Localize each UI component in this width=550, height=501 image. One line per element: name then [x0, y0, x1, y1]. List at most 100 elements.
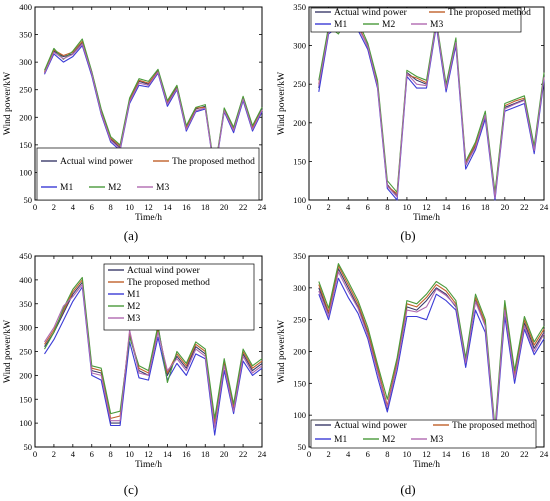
panel-label: (b) — [400, 228, 415, 243]
legend: Actual wind power The proposed method M1 M2… — [36, 147, 260, 201]
x-tick-label: 20 — [501, 202, 510, 212]
x-tick-label: 8 — [385, 449, 389, 459]
x-tick-label: 10 — [403, 202, 412, 212]
x-tick-label: 22 — [520, 449, 529, 459]
y-tick-label: 300 — [293, 41, 306, 51]
series-line-3 — [318, 15, 545, 193]
x-tick-label: 12 — [144, 449, 153, 459]
y-tick-label: 150 — [19, 394, 32, 404]
y-tick-label: 300 — [19, 57, 32, 67]
y-tick-label: 100 — [293, 195, 306, 205]
legend-entry: Actual wind power — [334, 8, 408, 18]
x-tick-label: 2 — [326, 202, 330, 212]
legend-entry: Actual wind power — [127, 266, 201, 276]
legend-entry: M3 — [430, 20, 443, 30]
x-tick-label: 16 — [461, 449, 470, 459]
x-tick-label: 10 — [403, 449, 412, 459]
y-tick-label: 150 — [293, 156, 306, 166]
x-tick-label: 0 — [33, 202, 37, 212]
series-line-3 — [43, 38, 263, 171]
series-line-4 — [44, 284, 263, 429]
y-tick-label: 250 — [293, 315, 306, 325]
legend-entry: Actual wind power — [60, 157, 134, 167]
legend-entry: M1 — [334, 20, 347, 30]
x-tick-label: 4 — [71, 449, 76, 459]
x-tick-label: 22 — [239, 202, 248, 212]
y-tick-label: 200 — [19, 370, 32, 380]
x-tick-label: 6 — [90, 202, 94, 212]
x-tick-label: 8 — [385, 202, 389, 212]
x-tick-label: 18 — [481, 449, 490, 459]
x-tick-label: 6 — [90, 449, 94, 459]
x-tick-label: 16 — [461, 202, 470, 212]
x-tick-label: 14 — [442, 449, 451, 459]
x-tick-label: 12 — [144, 202, 153, 212]
legend: Actual wind power The proposed method M1 M2… — [310, 7, 531, 33]
legend-entry: The proposed method — [452, 421, 535, 431]
legend-entry: M3 — [430, 435, 443, 445]
y-tick-label: 350 — [19, 299, 32, 309]
x-tick-label: 24 — [540, 202, 549, 212]
x-tick-label: 20 — [220, 449, 229, 459]
y-tick-label: 150 — [293, 378, 306, 388]
legend: Actual wind power The proposed method M1 M2… — [310, 419, 537, 449]
x-tick-label: 4 — [346, 449, 351, 459]
chart-panel-4: 0 2 4 6 8 10 12 14 16 18 20 22 245010015020025030035… — [277, 251, 549, 497]
x-tick-label: 8 — [109, 449, 113, 459]
x-tick-label: 6 — [366, 449, 370, 459]
legend-entry: Actual wind power — [334, 421, 408, 431]
y-tick-label: 400 — [19, 2, 32, 12]
legend-entry: The proposed method — [127, 278, 210, 288]
series-line-3 — [44, 276, 263, 419]
legend-entry: M2 — [108, 183, 121, 193]
chart-panel-1: 0 2 4 6 8 10 12 14 16 18 20 22 245010015020025030035… — [3, 2, 267, 243]
y-tick-label: 150 — [19, 140, 32, 150]
panel-label: (c) — [124, 482, 138, 497]
y-tick-label: 350 — [19, 30, 32, 40]
y-tick-label: 350 — [293, 251, 306, 261]
series-line-2 — [44, 45, 263, 175]
x-tick-label: 12 — [422, 202, 431, 212]
y-axis-label: Wind power/kW — [3, 72, 13, 135]
x-tick-label: 0 — [307, 202, 311, 212]
series-line-2 — [318, 277, 545, 438]
y-tick-label: 50 — [298, 442, 307, 452]
y-axis-label: Wind power/kW — [277, 72, 287, 135]
x-tick-label: 2 — [326, 449, 330, 459]
x-tick-label: 0 — [307, 449, 311, 459]
series-line-4 — [318, 271, 545, 434]
series-line-4 — [43, 43, 263, 173]
plot-frame — [308, 255, 545, 448]
series-line-0 — [318, 18, 545, 197]
x-tick-label: 18 — [481, 202, 490, 212]
legend-entry: M1 — [334, 435, 347, 445]
y-axis-label: Wind power/kW — [277, 320, 287, 383]
x-tick-label: 4 — [346, 202, 351, 212]
legend-box — [310, 7, 522, 33]
x-tick-label: 20 — [501, 449, 510, 459]
x-tick-label: 10 — [125, 202, 134, 212]
y-tick-label: 200 — [293, 118, 306, 128]
y-tick-label: 300 — [293, 283, 306, 293]
legend-box — [103, 263, 255, 331]
x-tick-label: 22 — [520, 202, 529, 212]
y-tick-label: 100 — [19, 167, 32, 177]
x-tick-label: 22 — [239, 449, 248, 459]
legend-entry: M1 — [60, 183, 73, 193]
y-tick-label: 250 — [19, 347, 32, 357]
x-tick-label: 20 — [220, 202, 229, 212]
panel-label: (a) — [124, 228, 138, 243]
legend: Actual wind power The proposed method M1 M2… — [103, 263, 255, 331]
legend-entry: The proposed method — [448, 8, 531, 18]
x-axis-label: Time/h — [413, 460, 440, 470]
x-tick-label: 18 — [201, 202, 210, 212]
x-tick-label: 10 — [125, 449, 134, 459]
y-tick-label: 350 — [293, 2, 306, 12]
legend-entry: M3 — [127, 314, 140, 324]
legend-box — [36, 147, 260, 201]
x-tick-label: 14 — [163, 202, 172, 212]
x-tick-label: 16 — [182, 449, 191, 459]
x-tick-label: 2 — [52, 202, 56, 212]
y-tick-label: 250 — [19, 85, 32, 95]
y-axis-label: Wind power/kW — [3, 320, 13, 383]
